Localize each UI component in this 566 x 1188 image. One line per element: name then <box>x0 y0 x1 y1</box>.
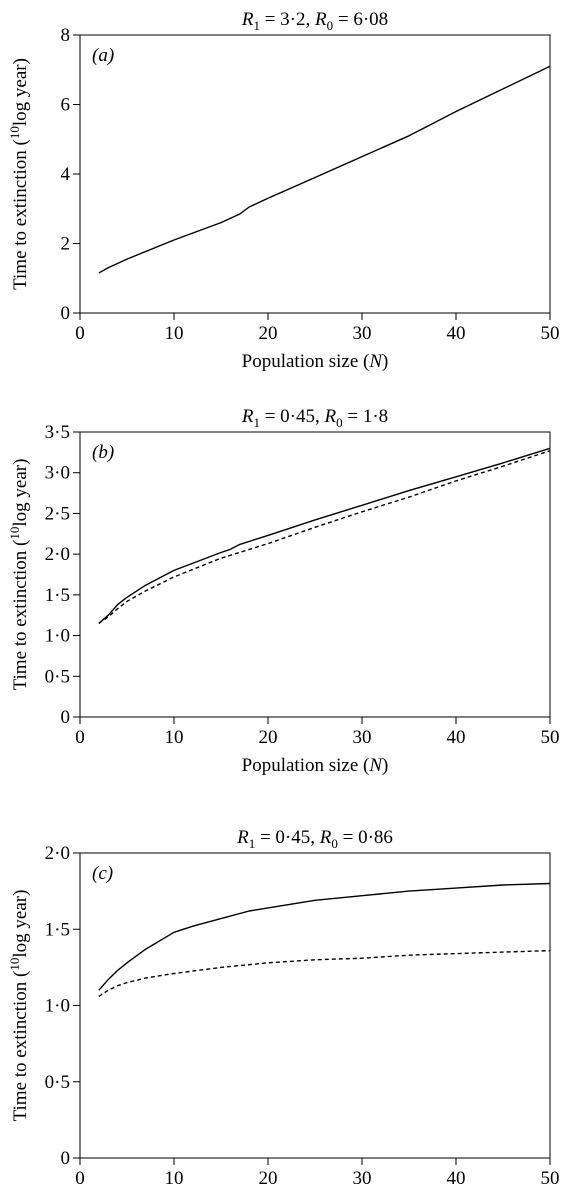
title-text: = 6·08 <box>333 9 388 30</box>
y-label-text: Time to extinction ( <box>10 139 31 290</box>
panel-label: (b) <box>92 442 114 463</box>
series-line-solid <box>98 65 551 274</box>
x-tick-label: 10 <box>165 1168 184 1188</box>
x-axis-label: Population size (N) <box>242 351 389 372</box>
x-tick-label: 50 <box>541 323 560 344</box>
x-axis-label: Population size (N) <box>242 755 389 776</box>
y-tick-label: 0·5 <box>45 1072 70 1093</box>
x-tick-label: 0 <box>75 323 85 344</box>
title-symbol: R <box>324 406 337 427</box>
y-tick-label: 0 <box>61 707 71 728</box>
y-tick-label: 1·0 <box>45 626 70 647</box>
y-axis-label: Time to extinction (10log year) <box>7 890 31 1122</box>
title-subscript: 0 <box>336 415 343 430</box>
y-tick-label: 0·5 <box>45 666 70 687</box>
x-tick-label: 50 <box>541 727 560 748</box>
chart-title: R1 = 0·45, R0 = 0·86 <box>236 827 393 851</box>
y-tick-label: 2·0 <box>45 843 70 864</box>
series-line-dashed <box>98 450 551 624</box>
x-tick-label: 0 <box>75 1168 85 1188</box>
x-tick-label: 40 <box>447 1168 466 1188</box>
y-tick-label: 6 <box>61 95 71 116</box>
x-label-text: Population size ( <box>242 351 370 372</box>
plot-frame <box>79 431 551 718</box>
title-symbol: R <box>319 827 332 848</box>
series-line-dashed <box>98 949 551 997</box>
y-tick-label: 2 <box>61 234 71 255</box>
plot-frame <box>79 34 551 314</box>
chart-title: R1 = 3·2, R0 = 6·08 <box>241 9 388 33</box>
title-text: = 0·45, <box>255 827 320 848</box>
x-label-symbol: N <box>368 755 383 776</box>
y-tick-label: 0 <box>61 1148 71 1169</box>
y-tick-label: 3·0 <box>45 463 70 484</box>
y-label-text: Time to extinction ( <box>10 540 31 691</box>
x-tick-label: 30 <box>353 727 372 748</box>
y-tick-label: 1·5 <box>45 585 70 606</box>
panel-label: (a) <box>92 45 114 66</box>
title-text: = 1·8 <box>343 406 389 427</box>
y-label-text: Time to extinction ( <box>10 971 31 1122</box>
title-symbol: R <box>236 827 249 848</box>
panel-3: R1 = 0·45, R0 = 0·86(c)0 10 20 30 40 5000·51·… <box>7 827 560 1188</box>
x-label-text: Population size ( <box>242 755 370 776</box>
x-tick-label: 50 <box>541 1168 560 1188</box>
chart-title: R1 = 0·45, R0 = 1·8 <box>241 406 388 430</box>
y-tick-label: 1·0 <box>45 996 70 1017</box>
y-tick-label: 4 <box>61 164 71 185</box>
panel-2: R1 = 0·45, R0 = 1·8(b)0 10 20 30 40 5000·51·0… <box>7 406 560 776</box>
x-tick-label: 40 <box>447 323 466 344</box>
y-tick-label: 8 <box>61 25 71 46</box>
x-tick-label: 20 <box>259 727 278 748</box>
x-label-text: ) <box>382 755 388 776</box>
x-tick-label: 20 <box>259 1168 278 1188</box>
y-label-text: log year) <box>10 459 31 527</box>
x-tick-label: 10 <box>165 323 184 344</box>
title-subscript: 1 <box>253 18 260 33</box>
title-symbol: R <box>241 9 254 30</box>
title-text: = 0·86 <box>338 827 393 848</box>
x-label-text: ) <box>382 351 388 372</box>
x-tick-label: 40 <box>447 727 466 748</box>
x-tick-label: 30 <box>353 1168 372 1188</box>
y-label-superscript: 10 <box>7 958 22 971</box>
x-label-symbol: N <box>368 351 383 372</box>
panel-1: R1 = 3·2, R0 = 6·08(a)0 10 20 30 40 5002468Po… <box>7 9 560 372</box>
title-subscript: 0 <box>327 18 334 33</box>
title-symbol: R <box>241 406 254 427</box>
y-label-superscript: 10 <box>7 527 22 540</box>
y-axis-label: Time to extinction (10log year) <box>7 58 31 290</box>
x-tick-label: 30 <box>353 323 372 344</box>
x-tick-label: 10 <box>165 727 184 748</box>
y-tick-label: 3·5 <box>45 422 70 443</box>
x-tick-label: 0 <box>75 727 85 748</box>
y-label-superscript: 10 <box>7 126 22 139</box>
series-line-solid <box>98 447 551 624</box>
title-subscript: 0 <box>331 836 338 851</box>
y-label-text: log year) <box>10 58 31 126</box>
y-tick-label: 2·0 <box>45 544 70 565</box>
x-tick-label: 20 <box>259 323 278 344</box>
y-label-text: log year) <box>10 890 31 958</box>
title-symbol: R <box>314 9 327 30</box>
title-subscript: 1 <box>249 836 256 851</box>
title-text: = 3·2, <box>260 9 315 30</box>
y-axis-label: Time to extinction (10log year) <box>7 459 31 691</box>
plot-frame <box>79 852 551 1159</box>
y-tick-label: 1·5 <box>45 919 70 940</box>
title-text: = 0·45, <box>260 406 325 427</box>
y-tick-label: 2·5 <box>45 503 70 524</box>
y-tick-label: 0 <box>61 303 71 324</box>
title-subscript: 1 <box>253 415 260 430</box>
series-line-solid <box>98 882 551 991</box>
panel-label: (c) <box>92 863 113 884</box>
